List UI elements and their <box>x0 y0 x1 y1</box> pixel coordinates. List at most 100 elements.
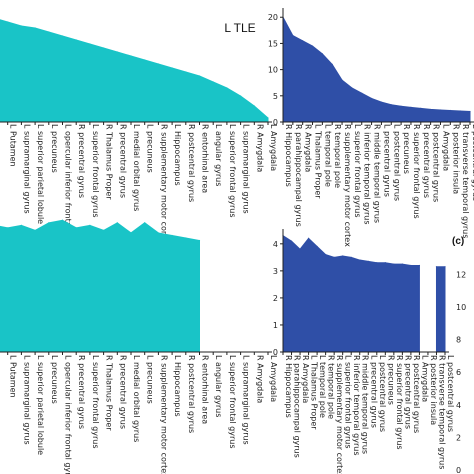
data-point <box>331 63 333 65</box>
data-point <box>390 104 392 106</box>
x-tick-label: R precentral gyrus <box>403 355 412 429</box>
data-point <box>130 232 132 234</box>
chart-title: L TLE <box>224 21 255 35</box>
x-tick-label: L superior parietal lobule <box>36 124 45 224</box>
x-tick-label: L opercular inferior frontal gyrus <box>64 124 73 254</box>
x-tick-label: L Thalamus Proper <box>314 124 323 199</box>
data-point <box>48 31 50 33</box>
data-point <box>171 234 173 237</box>
data-point <box>299 248 301 250</box>
area-series-segment <box>0 19 269 123</box>
x-tick-label: R supplementary motor cortex <box>335 355 344 474</box>
x-tick-label: R temporal pole <box>333 124 342 188</box>
data-point <box>7 227 9 229</box>
data-point <box>89 43 91 45</box>
data-point <box>435 266 438 268</box>
data-point <box>410 264 412 267</box>
data-point <box>351 87 353 89</box>
x-tick-label: L supramarginal gyrus <box>242 355 251 445</box>
x-tick-label: L superior parietal lobule <box>36 355 45 455</box>
x-tick-label: L Thalamus Proper <box>310 355 319 430</box>
data-point <box>130 55 132 57</box>
data-point <box>430 108 432 111</box>
x-tick-label: R inferior temporal gyrus <box>363 124 372 225</box>
data-point <box>384 262 386 264</box>
data-point <box>341 79 343 81</box>
data-point <box>267 117 269 119</box>
x-tick-label: R Thalamus Proper <box>105 124 114 200</box>
x-tick-label: L precentral gyrus <box>369 355 378 428</box>
x-tick-label: R postcentral gyrus <box>432 124 441 202</box>
chart-panel-top-left: L Putamen L supramarginal gyrus L superior… <box>0 19 278 254</box>
chart-panel-far-right-partial: 0 2 4 6 8 10 12 (c) <box>452 236 466 474</box>
x-tick-label: L precuneus <box>50 355 59 404</box>
data-point <box>321 53 323 55</box>
data-point <box>359 259 361 261</box>
data-point <box>420 107 422 109</box>
x-tick-label: R Hippocampus <box>284 124 293 187</box>
data-point <box>367 260 369 262</box>
x-tick-label: L Putamen <box>9 124 18 167</box>
x-tick-label: L Putamen <box>9 355 18 398</box>
x-tick-label: R posterior insula <box>429 355 438 425</box>
x-tick-label: L Amygdala <box>269 355 278 402</box>
x-tick-label: R postcentral gyrus <box>187 124 196 202</box>
data-point <box>418 264 421 267</box>
y-tick-label: 10 <box>268 66 278 75</box>
data-point <box>325 254 327 256</box>
data-point <box>48 222 50 224</box>
x-tick-label: L superior frontal gyrus <box>353 124 362 218</box>
x-tick-label: R middle temporal gyrus <box>373 124 382 223</box>
x-tick-label: R precuneus <box>386 355 395 405</box>
panel-label: (c) <box>452 236 464 247</box>
x-tick-label: L temporal pole <box>323 124 332 187</box>
data-point <box>75 227 77 229</box>
x-tick-label: L temporal pole <box>318 355 327 418</box>
y-tick-label: 2 <box>456 433 461 442</box>
x-tick-label: L opercular inferior frontal gyrus <box>64 355 73 474</box>
data-point <box>226 87 228 89</box>
y-tick-label: 8 <box>456 336 461 345</box>
x-tick-label: L Hippocampus <box>173 124 182 186</box>
data-point <box>157 63 159 65</box>
x-tick-label: L superior frontal gyrus <box>228 355 237 449</box>
data-point <box>302 40 304 42</box>
x-tick-label: R precentral gyrus <box>422 124 431 198</box>
x-tick-label: R parahippocampal gyrus <box>293 355 302 458</box>
x-tick-label: R precentral gyrus <box>77 124 86 198</box>
y-tick-label: 1 <box>273 321 278 330</box>
y-tick-label: 0 <box>456 466 461 474</box>
data-point <box>469 110 471 113</box>
data-point <box>253 105 255 107</box>
x-tick-label: R temporal pole <box>327 355 336 419</box>
x-tick-label: L superior frontal gyrus <box>228 124 237 218</box>
y-tick-label: 0 <box>273 348 278 357</box>
data-point <box>103 47 105 49</box>
x-tick-label: R supplementary motor cortex <box>159 355 168 474</box>
x-tick-label: R Amygdala <box>255 355 264 403</box>
data-point <box>350 256 352 258</box>
x-tick-label: L superior frontal gyrus <box>91 355 100 449</box>
x-tick-label: R supplementary motor cortex <box>159 124 168 247</box>
y-tick-label: 15 <box>268 39 278 48</box>
x-tick-label: R parahippocampal gyrus <box>294 124 303 227</box>
x-tick-label: L angular gyrus <box>214 124 223 186</box>
x-tick-label: L postcentral gyrus <box>471 124 474 201</box>
data-point <box>34 229 36 231</box>
x-tick-label: R superior frontal gyrus <box>412 124 421 219</box>
x-tick-label: L angular gyrus <box>214 355 223 417</box>
data-point <box>380 101 383 103</box>
data-point <box>333 256 335 258</box>
y-tick-label: 4 <box>456 401 461 410</box>
data-point <box>20 25 22 27</box>
x-tick-label: L precuneus <box>146 124 155 173</box>
data-point <box>185 237 187 239</box>
data-point <box>20 224 22 226</box>
x-tick-label: R postcentral gyrus <box>187 355 196 433</box>
x-tick-label: L superior frontal gyrus <box>91 124 100 218</box>
x-tick-label: L precentral gyrus <box>382 124 391 197</box>
x-tick-label: R posterior insula <box>451 124 460 194</box>
chart-panel-bottom-left: L Putamen L supramarginal gyrus L superior… <box>0 219 278 474</box>
x-tick-label: L Hippocampus <box>173 355 182 417</box>
area-series-segment <box>435 266 446 353</box>
